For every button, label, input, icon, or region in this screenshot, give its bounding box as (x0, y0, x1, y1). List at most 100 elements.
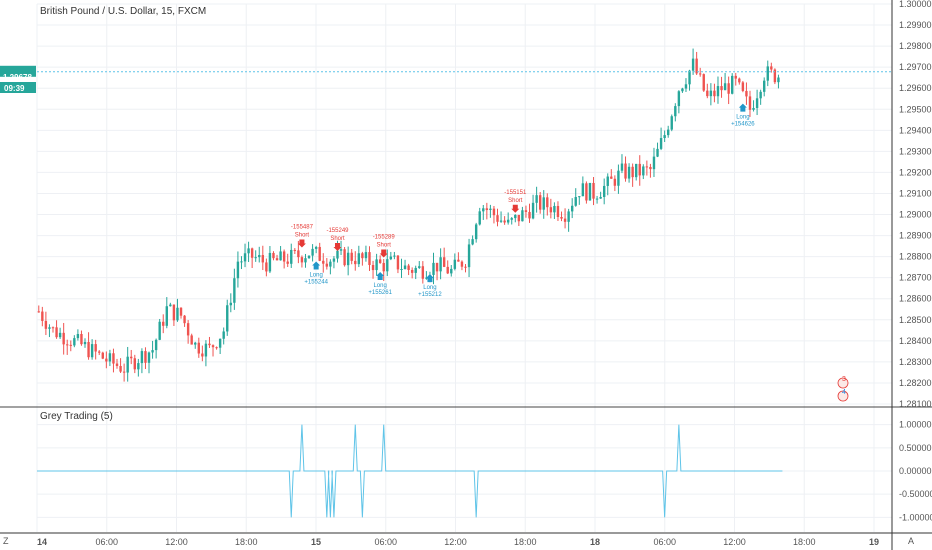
candle-body (403, 265, 407, 270)
candle-body (236, 261, 240, 279)
signal-value: -155487 (291, 225, 314, 231)
signal-label: Long (423, 285, 436, 291)
time-tick-label: 06:00 (653, 537, 676, 547)
candle-body (229, 302, 233, 306)
candle-body (265, 262, 268, 272)
candle-body (154, 339, 158, 351)
candle-body (318, 246, 321, 261)
candle-body (307, 255, 311, 259)
candle-body (560, 217, 563, 219)
candle-body (620, 163, 624, 171)
time-axis: 14 06:00 12:00 18:00 15 06:00 12:00 18:00 18 06:0… (37, 537, 879, 547)
candle-body (659, 138, 663, 149)
candles (37, 48, 780, 382)
time-tick-label: 18:00 (514, 537, 537, 547)
candle-body (521, 210, 524, 222)
candle-body (332, 258, 336, 262)
candle-body (44, 320, 48, 329)
candle-body (499, 220, 503, 222)
candle-body (62, 332, 65, 345)
indicator-tick-label: 1.00000 (899, 420, 932, 430)
candle-body (556, 205, 560, 218)
signal-label: Short (330, 236, 345, 242)
time-tick-label: 12:00 (723, 537, 746, 547)
candle-body (339, 249, 343, 251)
candle-body (233, 278, 236, 303)
candle-body (752, 107, 755, 110)
signal-label: Long (373, 283, 386, 289)
candle-body (734, 75, 737, 79)
candle-body (485, 208, 489, 211)
auto-scale-icon[interactable]: A (908, 536, 914, 546)
candle-body (446, 266, 449, 274)
price-tick-label: 1.30000 (899, 0, 932, 9)
chart-title: British Pound / U.S. Dollar, 15, FXCM (40, 6, 206, 17)
candle-body (48, 327, 51, 329)
candle-body (354, 260, 357, 265)
candle-body (496, 215, 499, 222)
candle-body (364, 252, 368, 259)
flag-icon[interactable]: 3 4 (837, 376, 849, 402)
candle-body (240, 261, 243, 263)
candle-body (570, 205, 574, 212)
candle-body (76, 334, 80, 339)
candle-body (617, 170, 620, 186)
candle-body (407, 265, 410, 270)
candle-body (418, 266, 421, 268)
candle-body (546, 197, 549, 208)
candle-body (666, 129, 670, 136)
candle-body (720, 86, 723, 91)
candle-body (300, 257, 304, 263)
candle-body (553, 205, 556, 213)
candle-body (464, 266, 467, 268)
price-tick-label: 1.29500 (899, 104, 932, 114)
price-tick-label: 1.28400 (899, 336, 932, 346)
candle-body (151, 350, 154, 353)
candle-body (713, 90, 716, 97)
candle-body (460, 261, 464, 267)
countdown-box (0, 82, 36, 93)
candle-body (631, 166, 634, 178)
signal-value: -155249 (326, 228, 349, 234)
candle-body (759, 91, 762, 99)
candle-body (563, 218, 567, 222)
price-tick-label: 1.29200 (899, 167, 932, 177)
candle-body (649, 166, 652, 170)
time-tick-label: 14 (37, 537, 47, 547)
candle-body (695, 58, 698, 74)
candle-body (176, 307, 179, 321)
price-tick-label: 1.29100 (899, 188, 932, 198)
candle-body (311, 248, 314, 256)
candle-body (218, 338, 222, 348)
time-tick-label: 15 (311, 537, 321, 547)
indicator-title: Grey Trading (5) (40, 411, 113, 422)
candle-body (748, 96, 752, 110)
candle-body (634, 163, 638, 178)
candle-body (627, 166, 631, 179)
arrow-down-icon (379, 249, 388, 258)
candle-body (467, 244, 471, 268)
candle-body (41, 311, 44, 321)
candle-body (83, 341, 87, 345)
signal-value: +155261 (368, 290, 392, 296)
candle-body (606, 176, 609, 186)
time-tick-label: 12:00 (165, 537, 188, 547)
candle-body (549, 207, 553, 213)
time-tick-label: 06:00 (95, 537, 118, 547)
candle-body (371, 265, 375, 271)
candle-body (350, 252, 353, 261)
price-tick-label: 1.29800 (899, 41, 932, 51)
candle-body (279, 251, 282, 261)
candle-body (208, 343, 211, 346)
candle-body (375, 259, 378, 271)
price-tick-label: 1.28800 (899, 252, 932, 262)
arrow-down-icon (333, 243, 342, 252)
candle-body (80, 334, 83, 345)
candle-body (652, 156, 656, 170)
candle-body (489, 208, 492, 211)
candle-body (90, 344, 94, 358)
zoom-icon[interactable]: Z (3, 536, 9, 546)
candle-body (226, 305, 229, 332)
price-tick-label: 1.28300 (899, 357, 932, 367)
candle-body (400, 269, 403, 271)
